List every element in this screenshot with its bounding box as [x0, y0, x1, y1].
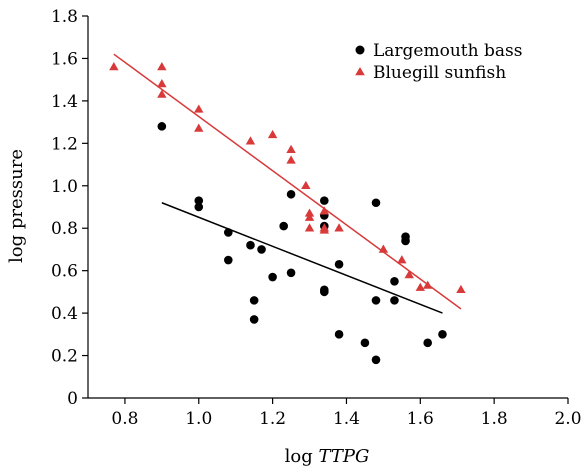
x-tick-label: 2.0 [554, 409, 581, 429]
point-bluegill-sunfish [378, 244, 389, 253]
point-largemouth-bass [334, 260, 344, 269]
point-bluegill-sunfish [319, 225, 330, 234]
point-largemouth-bass [246, 240, 255, 250]
point-largemouth-bass [423, 338, 432, 348]
point-largemouth-bass [249, 315, 259, 324]
point-largemouth-bass [157, 122, 167, 131]
x-axis-title: log TTPG [285, 446, 370, 467]
point-largemouth-bass [224, 255, 233, 265]
point-bluegill-sunfish [319, 206, 330, 215]
fit-line-bluegill-sunfish [113, 53, 462, 310]
point-largemouth-bass [371, 198, 381, 208]
point-bluegill-sunfish [334, 223, 344, 232]
point-bluegill-sunfish [415, 282, 426, 291]
point-bluegill-sunfish [286, 155, 296, 164]
point-largemouth-bass [390, 276, 399, 286]
y-tick-label: 1.4 [51, 92, 78, 112]
point-largemouth-bass [371, 296, 381, 305]
y-tick-label: 1.2 [51, 134, 78, 154]
point-bluegill-sunfish [422, 280, 433, 289]
point-bluegill-sunfish [194, 123, 204, 132]
point-largemouth-bass [320, 196, 329, 205]
x-tick-label: 1.4 [333, 409, 360, 429]
point-bluegill-sunfish [109, 62, 119, 71]
x-tick-label: 1.2 [259, 409, 286, 429]
point-bluegill-sunfish [245, 136, 256, 145]
point-largemouth-bass [438, 330, 447, 339]
point-bluegill-sunfish [304, 223, 315, 232]
point-bluegill-sunfish [304, 212, 315, 221]
point-largemouth-bass [194, 196, 204, 205]
legend-marker-bluegill-sunfish [355, 67, 365, 76]
x-tick-label: 1.8 [481, 409, 508, 429]
point-largemouth-bass [257, 245, 266, 254]
y-axis: 0 0.2 0.4 0.6 0.8 1.0 1.2 1.4 1.6 1.8 [51, 7, 89, 409]
point-largemouth-bass [334, 330, 344, 339]
legend-marker-largemouth-bass [355, 45, 365, 55]
x-tick-label: 0.8 [111, 409, 138, 429]
point-bluegill-sunfish [267, 129, 278, 139]
x-tick-label: 1.0 [185, 409, 212, 429]
legend-label-largemouth-bass: Largemouth bass [373, 41, 522, 61]
y-tick-label: 0.4 [51, 304, 78, 324]
y-tick-label: 0.2 [51, 347, 78, 367]
point-largemouth-bass [371, 355, 381, 365]
x-axis-title-prefix: log [285, 446, 319, 467]
point-largemouth-bass [401, 236, 410, 246]
point-bluegill-sunfish [157, 89, 167, 98]
x-tick-label: 1.6 [407, 409, 434, 429]
point-bluegill-sunfish [397, 255, 407, 264]
y-tick-label: 1.6 [51, 49, 78, 69]
point-largemouth-bass [286, 268, 296, 278]
point-largemouth-bass [286, 189, 296, 199]
y-tick-label: 0 [67, 389, 78, 409]
y-tick-label: 1.8 [51, 7, 78, 27]
fit-lines [113, 53, 462, 314]
x-axis-title-italic: TTPG [319, 446, 370, 467]
point-largemouth-bass [360, 338, 370, 348]
legend-label-bluegill-sunfish: Bluegill sunfish [373, 63, 506, 83]
point-bluegill-sunfish [404, 269, 414, 279]
point-largemouth-bass [390, 296, 399, 305]
y-tick-label: 0.8 [51, 219, 78, 239]
point-largemouth-bass [224, 228, 233, 237]
fit-line-largemouth-bass [161, 202, 443, 314]
point-bluegill-sunfish [157, 62, 167, 71]
point-bluegill-sunfish [194, 104, 204, 113]
y-tick-label: 0.6 [51, 262, 78, 282]
point-largemouth-bass [249, 296, 259, 305]
point-bluegill-sunfish [157, 78, 167, 88]
point-largemouth-bass [268, 272, 277, 282]
y-axis-title: log pressure [6, 149, 27, 263]
y-tick-label: 1.0 [51, 177, 78, 197]
point-bluegill-sunfish [286, 144, 296, 153]
point-bluegill-sunfish [304, 208, 315, 217]
point-largemouth-bass [279, 221, 288, 231]
point-largemouth-bass [320, 287, 329, 297]
legend: Largemouth bass Bluegill sunfish [355, 41, 522, 83]
point-largemouth-bass [194, 202, 204, 212]
x-axis: 0.8 1.0 1.2 1.4 1.6 1.8 2.0 [88, 397, 582, 429]
point-bluegill-sunfish [456, 284, 466, 294]
point-bluegill-sunfish [301, 180, 311, 190]
data-points [109, 62, 466, 365]
